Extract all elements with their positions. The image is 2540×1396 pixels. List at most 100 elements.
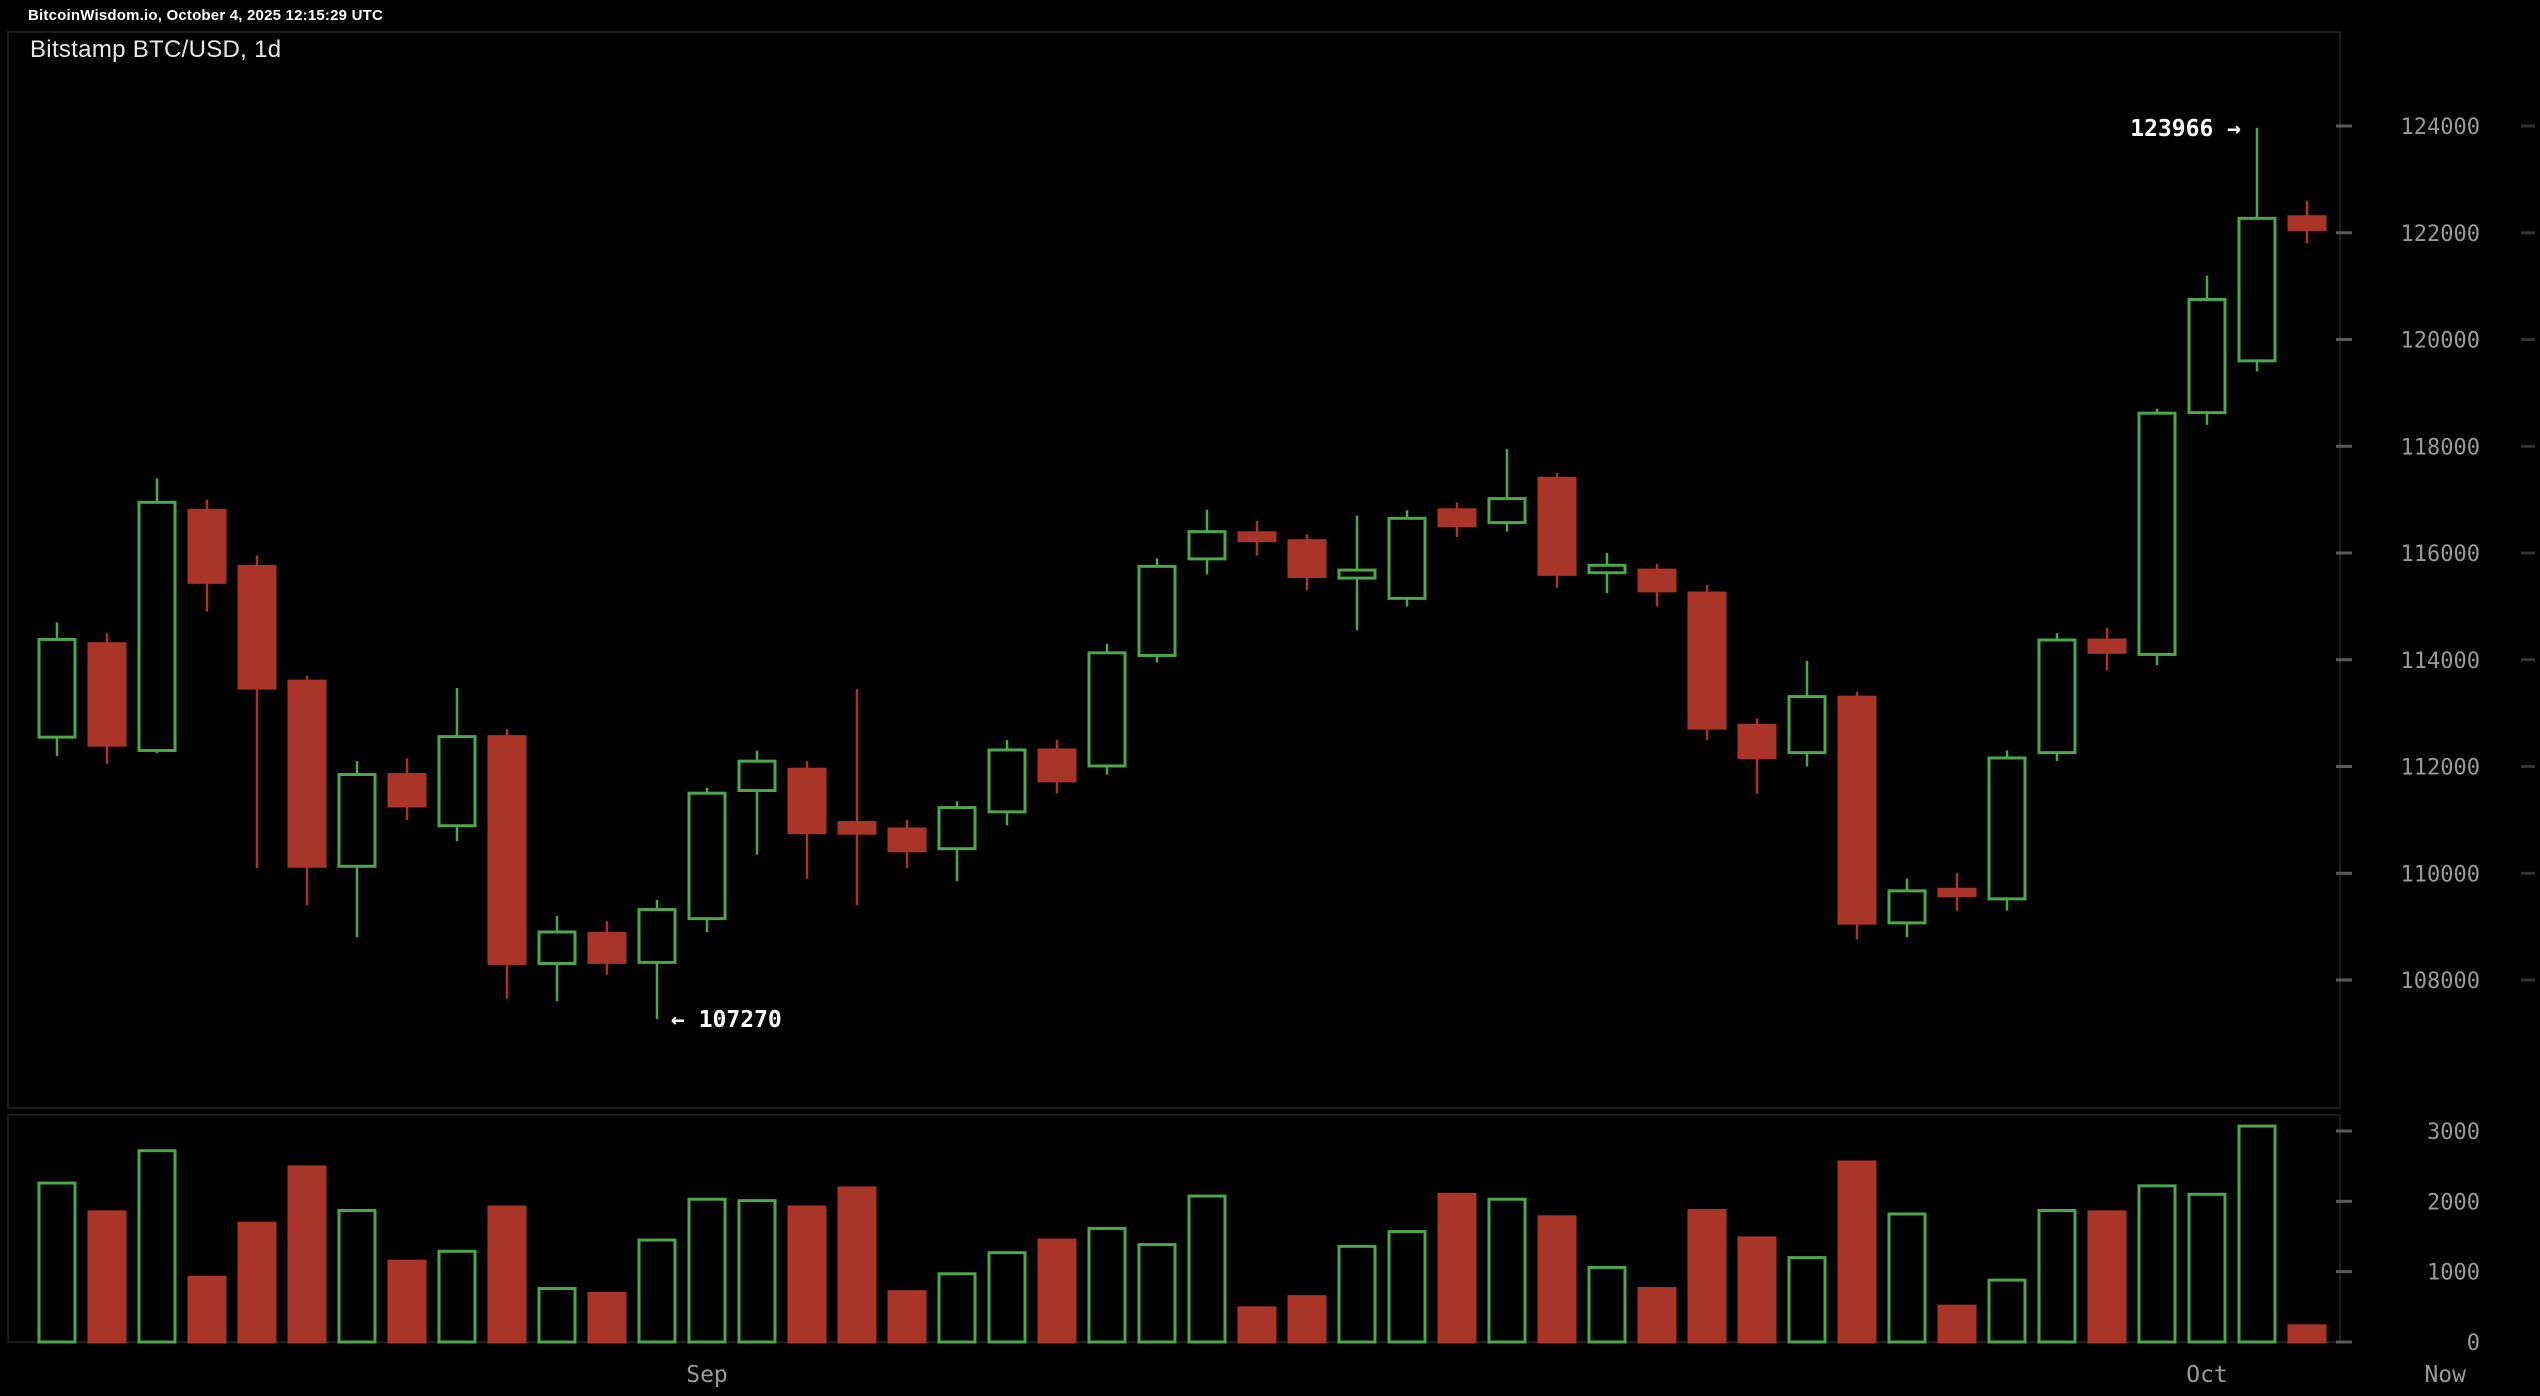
volume-bar-44[interactable] [2237, 1124, 2277, 1344]
volume-bar-34[interactable] [1737, 1236, 1777, 1344]
candle-31[interactable] [1587, 553, 1627, 594]
volume-bar-32[interactable] [1637, 1287, 1677, 1344]
volume-bar-1[interactable] [87, 1210, 127, 1344]
volume-bar-2[interactable] [137, 1149, 177, 1344]
volume-bar-6[interactable] [337, 1208, 377, 1344]
candle-26[interactable] [1337, 515, 1377, 631]
volume-bar-35[interactable] [1787, 1256, 1827, 1344]
candle-19[interactable] [987, 739, 1027, 826]
volume-bar-23[interactable] [1187, 1194, 1227, 1344]
candle-10[interactable] [537, 915, 577, 1002]
candle-17[interactable] [887, 819, 927, 868]
candle-27[interactable] [1387, 510, 1427, 607]
volume-bar-14[interactable] [737, 1199, 777, 1344]
candle-16[interactable] [837, 689, 877, 906]
candle-21[interactable] [1087, 643, 1127, 775]
candle-34[interactable] [1737, 718, 1777, 794]
candle-1[interactable] [87, 633, 127, 764]
candle-41[interactable] [2087, 627, 2127, 671]
volume-bar-22[interactable] [1137, 1243, 1177, 1344]
candle-29[interactable] [1487, 448, 1527, 532]
candle-39[interactable] [1987, 750, 2027, 911]
candle-22[interactable] [1137, 558, 1177, 663]
volume-bar-40[interactable] [2037, 1208, 2077, 1344]
candle-15[interactable] [787, 761, 827, 879]
volume-bar-19[interactable] [987, 1251, 1027, 1344]
volume-bar-26[interactable] [1337, 1244, 1377, 1344]
volume-bar-31[interactable] [1587, 1265, 1627, 1344]
candle-12[interactable] [637, 899, 677, 1019]
candle-7[interactable] [387, 758, 427, 820]
candle-35[interactable] [1787, 660, 1827, 767]
volume-bar-37[interactable] [1887, 1212, 1927, 1344]
volume-bar-0[interactable] [37, 1181, 77, 1344]
candle-36[interactable] [1837, 691, 1877, 940]
volume-bar-41[interactable] [2087, 1210, 2127, 1344]
volume-bar-20[interactable] [1037, 1238, 1077, 1344]
candle-43[interactable] [2187, 275, 2227, 425]
volume-bar-18[interactable] [937, 1272, 977, 1344]
candle-8[interactable] [437, 688, 477, 842]
volume-bar-5[interactable] [287, 1165, 327, 1344]
candle-45[interactable] [2287, 200, 2327, 244]
candle-0[interactable] [37, 622, 77, 756]
volume-bar-43[interactable] [2187, 1192, 2227, 1344]
candle-6[interactable] [337, 761, 377, 938]
candle-20[interactable] [1037, 739, 1077, 794]
candle-11[interactable] [587, 921, 627, 975]
candle-40[interactable] [2037, 633, 2077, 762]
volume-bar-21[interactable] [1087, 1226, 1127, 1344]
candle-2[interactable] [137, 478, 177, 754]
price-tick-label: 108000 [2401, 969, 2480, 994]
volume-bar-30[interactable] [1537, 1215, 1577, 1344]
volume-tick-label: 3000 [2427, 1120, 2480, 1145]
volume-bar-13[interactable] [687, 1197, 727, 1344]
candle-14[interactable] [737, 750, 777, 855]
volume-bar-15[interactable] [787, 1205, 827, 1344]
candle-18[interactable] [937, 801, 977, 882]
chart-title: Bitstamp BTC/USD, 1d [30, 36, 282, 63]
candle-25[interactable] [1287, 534, 1327, 591]
volume-bar-9[interactable] [487, 1205, 527, 1344]
low-price-annotation: ← 107270 [671, 1007, 782, 1033]
volume-bar-16[interactable] [837, 1186, 877, 1344]
volume-bar-45[interactable] [2287, 1324, 2327, 1344]
volume-bar-33[interactable] [1687, 1208, 1727, 1344]
candle-23[interactable] [1187, 509, 1227, 575]
volume-bar-25[interactable] [1287, 1295, 1327, 1344]
candle-4[interactable] [237, 555, 277, 868]
volume-bar-7[interactable] [387, 1259, 427, 1344]
candle-5[interactable] [287, 675, 327, 906]
volume-bar-12[interactable] [637, 1238, 677, 1344]
volume-bar-38[interactable] [1937, 1304, 1977, 1344]
candle-28[interactable] [1437, 502, 1477, 537]
volume-bar-36[interactable] [1837, 1160, 1877, 1344]
candle-9[interactable] [487, 729, 527, 999]
price-tick-label: 118000 [2401, 435, 2480, 460]
volume-bar-24[interactable] [1237, 1306, 1277, 1344]
price-tick-label: 124000 [2401, 115, 2480, 140]
candle-44[interactable] [2237, 127, 2277, 372]
candle-32[interactable] [1637, 563, 1677, 607]
candle-24[interactable] [1237, 520, 1277, 556]
volume-bar-27[interactable] [1387, 1230, 1427, 1344]
volume-bar-17[interactable] [887, 1290, 927, 1344]
candle-3[interactable] [187, 499, 227, 612]
volume-bar-28[interactable] [1437, 1192, 1477, 1344]
price-panel-border [7, 31, 2341, 1109]
volume-bar-42[interactable] [2137, 1184, 2177, 1344]
candle-33[interactable] [1687, 585, 1727, 740]
candle-42[interactable] [2137, 408, 2177, 666]
volume-bar-3[interactable] [187, 1275, 227, 1344]
volume-bar-10[interactable] [537, 1287, 577, 1344]
volume-bar-4[interactable] [237, 1221, 277, 1344]
volume-bar-8[interactable] [437, 1249, 477, 1344]
candle-37[interactable] [1887, 878, 1927, 938]
volume-bar-39[interactable] [1987, 1278, 2027, 1344]
candle-13[interactable] [687, 787, 727, 932]
candle-38[interactable] [1937, 873, 1977, 911]
candle-30[interactable] [1537, 472, 1577, 588]
volume-bar-29[interactable] [1487, 1197, 1527, 1344]
volume-bar-11[interactable] [587, 1291, 627, 1344]
